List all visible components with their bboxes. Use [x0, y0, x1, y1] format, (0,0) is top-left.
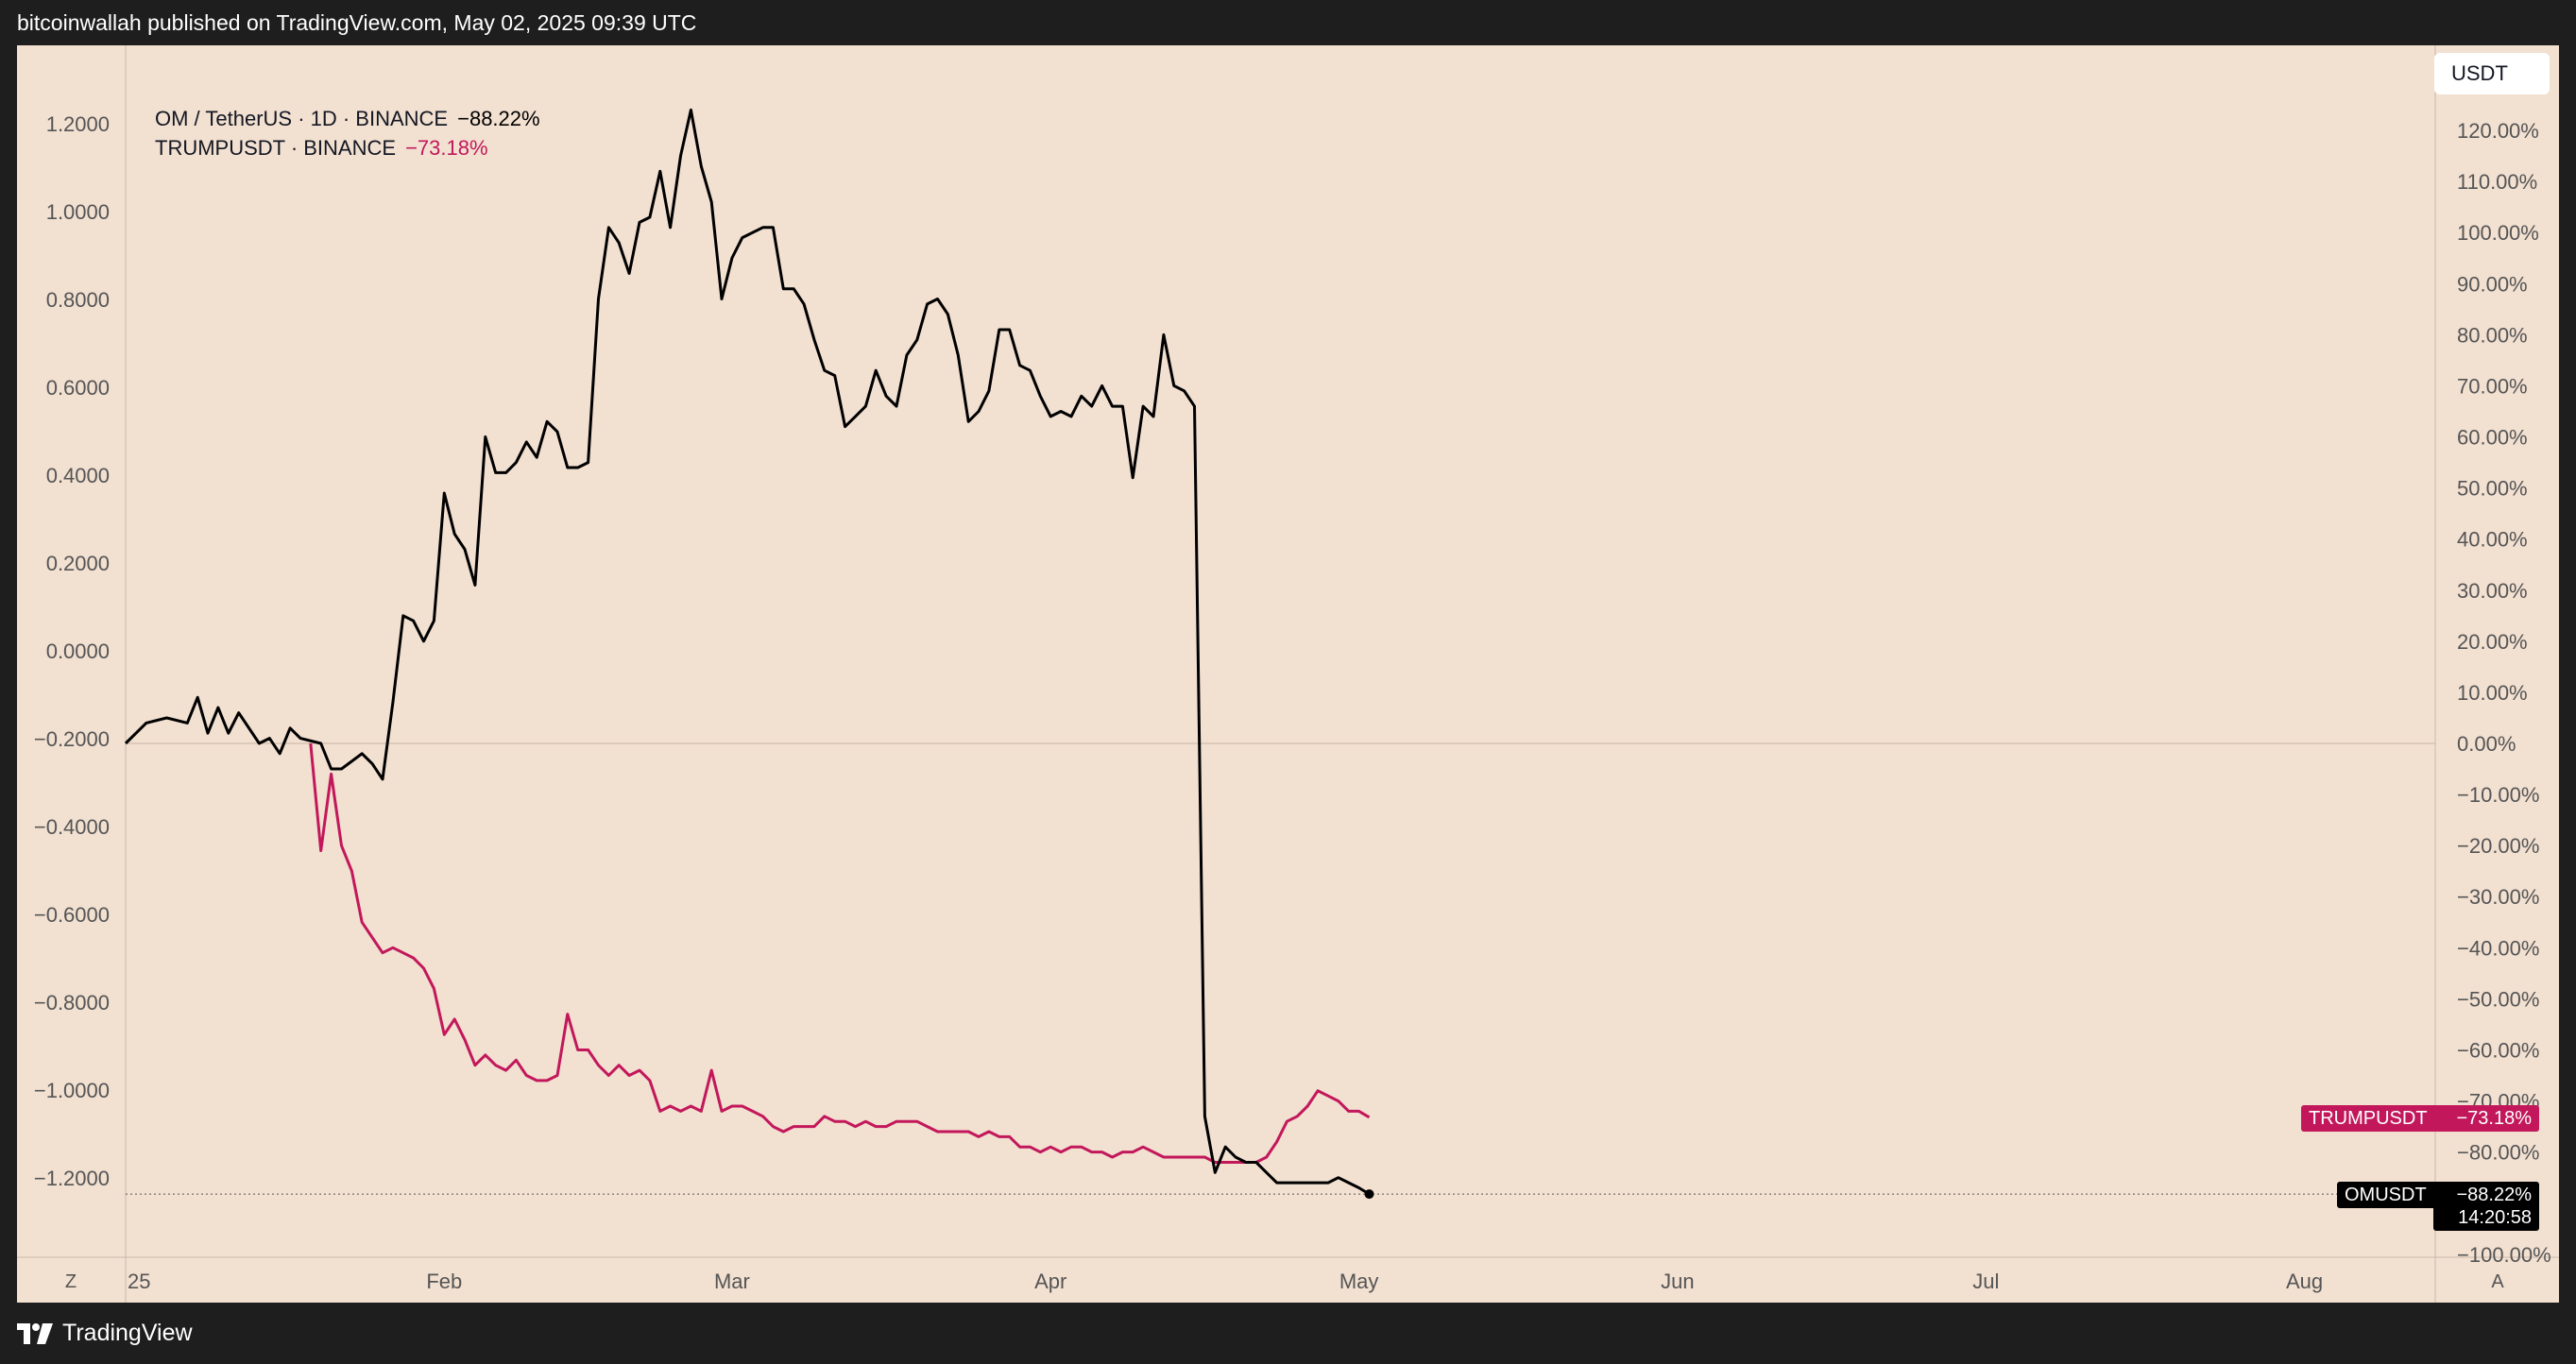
- left-tick-label: 0.4000: [46, 464, 110, 487]
- right-tick-label: 20.00%: [2457, 630, 2528, 654]
- right-tick-label: −50.00%: [2457, 987, 2539, 1011]
- chart-svg[interactable]: 1.2000 1.0000 0.8000 0.6000 0.4000 0.2000 0.00…: [17, 45, 2559, 1303]
- x-tick-label: Apr: [1034, 1270, 1066, 1293]
- right-tick-label: 80.00%: [2457, 323, 2528, 347]
- left-tick-label: −0.4000: [34, 815, 110, 839]
- x-tick-label: Jul: [1972, 1270, 1999, 1293]
- tradingview-logo-icon: [17, 1322, 53, 1344]
- om-tag-countdown: 14:20:58: [2458, 1207, 2532, 1228]
- left-tick-label: −1.0000: [34, 1079, 110, 1102]
- currency-button[interactable]: USDT: [2434, 53, 2550, 94]
- left-tick-label: −0.8000: [34, 991, 110, 1014]
- x-tick-label: Jun: [1661, 1270, 1694, 1293]
- tradingview-logo[interactable]: TradingView: [17, 1320, 193, 1347]
- left-tick-label: −0.2000: [34, 727, 110, 751]
- right-tick-label: −40.00%: [2457, 936, 2539, 960]
- auto-scale-button[interactable]: A: [2482, 1266, 2514, 1298]
- trump-price-tag: TRUMPUSDT −73.18%: [2301, 1105, 2539, 1132]
- right-tick-label: −10.00%: [2457, 783, 2539, 807]
- zoom-button[interactable]: Z: [55, 1266, 87, 1298]
- right-tick-label: 90.00%: [2457, 272, 2528, 296]
- x-tick-label: Aug: [2286, 1270, 2323, 1293]
- trump-tag-value: −73.18%: [2456, 1107, 2532, 1129]
- trump-series-line: [309, 742, 1371, 1164]
- om-price-tag: −88.22% 14:20:58: [2433, 1182, 2539, 1231]
- left-tick-label: 0.6000: [46, 376, 110, 400]
- right-tick-label: 60.00%: [2457, 426, 2528, 450]
- right-tick-label: 120.00%: [2457, 119, 2539, 143]
- right-tick-label: 50.00%: [2457, 477, 2528, 501]
- left-tick-label: 1.2000: [46, 112, 110, 136]
- left-tick-label: 0.0000: [46, 639, 110, 663]
- left-tick-label: −1.2000: [34, 1167, 110, 1190]
- right-tick-label: −100.00%: [2457, 1243, 2551, 1267]
- right-tick-label: 40.00%: [2457, 528, 2528, 552]
- x-tick-label: Mar: [714, 1270, 750, 1293]
- om-last-point: [1364, 1189, 1374, 1200]
- left-tick-label: 0.8000: [46, 288, 110, 312]
- publisher-bar: bitcoinwallah published on TradingView.c…: [0, 0, 2576, 45]
- right-tick-label: 70.00%: [2457, 374, 2528, 398]
- right-tick-label: −80.00%: [2457, 1141, 2539, 1165]
- x-tick-label: May: [1339, 1270, 1379, 1293]
- trump-tag-name: TRUMPUSDT: [2309, 1107, 2428, 1129]
- left-tick-label: 1.0000: [46, 200, 110, 224]
- legend-om-label: OM / TetherUS · 1D · BINANCE: [155, 107, 449, 130]
- right-tick-label: 10.00%: [2457, 681, 2528, 705]
- right-tick-label: −20.00%: [2457, 834, 2539, 858]
- tradingview-brand: TradingView: [62, 1320, 193, 1346]
- chart-legend: OM / TetherUS · 1D · BINANCE −88.22% TRUM…: [155, 104, 540, 162]
- legend-row-trump[interactable]: TRUMPUSDT · BINANCE −73.18%: [155, 133, 540, 162]
- x-tick-label: Feb: [426, 1270, 462, 1293]
- right-tick-label: −60.00%: [2457, 1038, 2539, 1062]
- legend-om-change: −88.22%: [457, 107, 540, 130]
- footer-bar: TradingView: [0, 1303, 2576, 1364]
- legend-row-om[interactable]: OM / TetherUS · 1D · BINANCE −88.22%: [155, 104, 540, 133]
- chart-panel[interactable]: 1.2000 1.0000 0.8000 0.6000 0.4000 0.2000 0.00…: [17, 45, 2559, 1303]
- left-tick-label: −0.6000: [34, 903, 110, 927]
- legend-trump-change: −73.18%: [405, 136, 488, 160]
- om-series-line: [124, 108, 1371, 1196]
- left-tick-label: 0.2000: [46, 552, 110, 575]
- legend-trump-label: TRUMPUSDT · BINANCE: [155, 136, 397, 160]
- publisher-text: bitcoinwallah published on TradingView.c…: [17, 9, 697, 35]
- right-tick-label: 110.00%: [2457, 170, 2537, 194]
- om-tag-name: OMUSDT: [2337, 1182, 2439, 1208]
- right-tick-label: 0.00%: [2457, 732, 2516, 756]
- right-tick-label: −30.00%: [2457, 885, 2539, 909]
- x-tick-label: 25: [128, 1270, 150, 1293]
- right-tick-label: 100.00%: [2457, 221, 2539, 245]
- right-tick-label: 30.00%: [2457, 579, 2528, 603]
- om-tag-value: −88.22%: [2456, 1185, 2532, 1205]
